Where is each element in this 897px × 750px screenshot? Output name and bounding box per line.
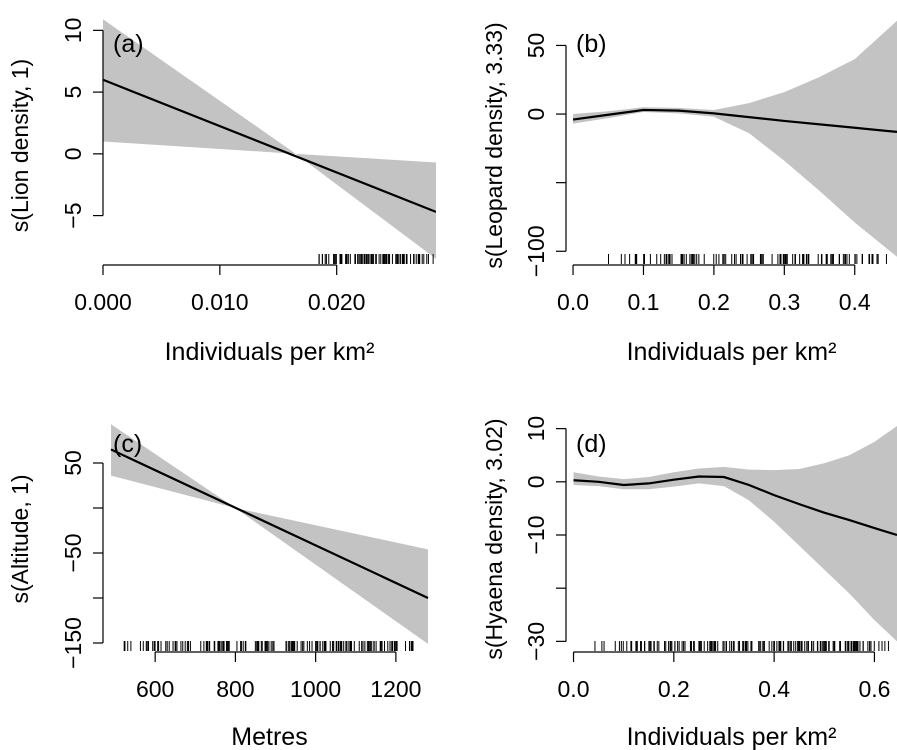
y-tick-label: 10 [523,416,549,442]
x-tick-label: 0.0 [557,289,589,315]
y-tick-label: 10 [60,18,86,44]
y-tick-label: 50 [60,450,86,476]
x-tick-label: 0.2 [698,289,730,315]
panel-a: 0.000 0.010 0.020 −5 0 5 10 Individuals per km²… [7,18,436,366]
x-tick-label: 0.0 [558,676,590,702]
confidence-band [111,424,428,644]
smooth-fit-line [573,475,897,537]
smooth-fit-line [103,78,436,213]
y-tick-label: 0 [523,108,549,121]
panel-label: (b) [576,30,607,58]
x-axis-title: Individuals per km² [165,338,375,366]
y-axis-title: s(Hyaena density, 3.02) [481,418,507,659]
x-tick-label: 0.4 [758,676,790,702]
y-axis-title: s(Lion density, 1) [7,59,33,232]
y-axis-title: s(Altitude, 1) [7,474,33,603]
x-tick-label: 800 [216,676,254,702]
x-tick-label: 0.010 [191,289,249,315]
panel-c: 600 800 1000 1200 −150 −50 50 Metres s(Altitude,… [7,424,429,750]
confidence-band [573,20,897,257]
x-tick-label: 1000 [290,676,341,702]
x-axis-title: Individuals per km² [627,338,837,366]
y-tick-label: −100 [523,225,549,277]
panel-d: 0.0 0.2 0.4 0.6 −30 −10 0 10 Individuals per km²… [481,416,897,750]
x-tick-label: 0.6 [858,676,890,702]
confidence-band [103,19,436,259]
x-tick-label: 0.1 [627,289,659,315]
panel-label: (c) [113,430,142,458]
rug [594,641,889,651]
x-axis-title: Individuals per km² [627,723,837,750]
x-tick-label: 0.3 [768,289,800,315]
x-tick-label: 0.4 [839,289,871,315]
y-tick-label: −150 [60,617,86,669]
y-tick-label: −5 [60,202,86,228]
y-tick-label: 0 [60,147,86,160]
x-axis-title: Metres [231,723,307,750]
x-tick-label: 1200 [370,676,421,702]
y-tick-label: −10 [523,515,549,554]
rug [123,641,414,651]
panel-label: (d) [576,430,607,458]
y-tick-label: −30 [523,622,549,661]
panel-label: (a) [113,30,144,58]
y-tick-label: 0 [523,475,549,488]
smooth-fit-line [572,108,897,133]
x-tick-label: 600 [136,676,174,702]
x-tick-label: 0.020 [308,289,366,315]
rug [318,254,434,264]
smooth-fit-line [110,448,429,599]
y-tick-label: 50 [523,33,549,59]
y-tick-label: −50 [60,533,86,572]
x-tick-label: 0.000 [74,289,132,315]
y-tick-label: 5 [60,86,86,99]
panel-b: 0.0 0.1 0.2 0.3 0.4 −100 0 50 Individuals per km… [481,20,897,366]
rug [608,254,887,264]
y-axis-title: s(Leopard density, 3.33) [481,22,507,268]
confidence-band [573,425,897,642]
x-tick-label: 0.2 [658,676,690,702]
